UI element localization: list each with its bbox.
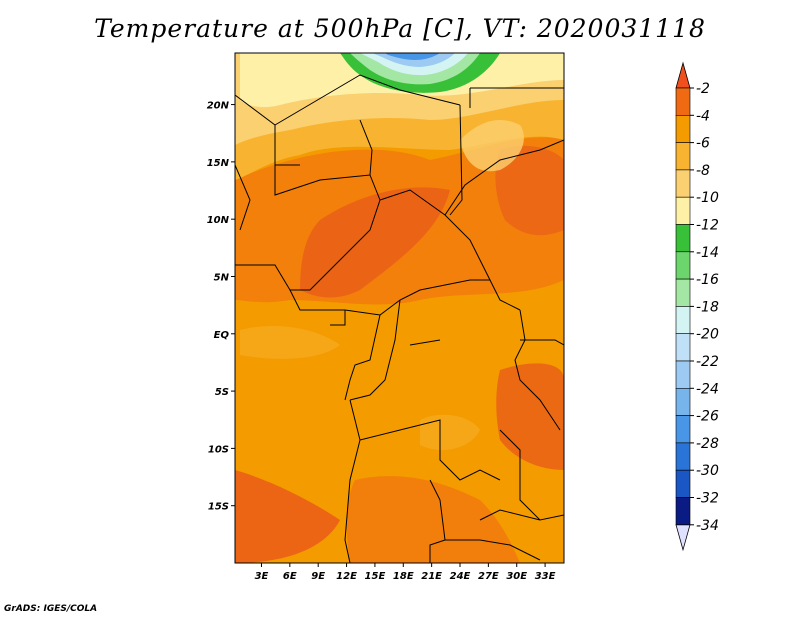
colorbar-swatch bbox=[675, 224, 691, 253]
colorbar: -2 -4 -6 -8 -10 -12 -14 -16 -18 -20 -22 -24 -26 -28 -3… bbox=[675, 61, 719, 552]
band-minus22 bbox=[372, 53, 455, 67]
colorbar-label: -18 bbox=[696, 299, 719, 315]
lat-tick-label: 15S bbox=[208, 502, 229, 513]
colorbar-bottom-arrow bbox=[675, 524, 691, 552]
colorbar-swatch bbox=[675, 306, 691, 334]
lon-tick-label: 21E bbox=[421, 571, 442, 582]
lat-tick-label: 10N bbox=[207, 215, 230, 226]
colorbar-swatch bbox=[675, 115, 691, 143]
lon-tick-label: 18E bbox=[393, 571, 414, 582]
colorbar-swatch bbox=[675, 442, 691, 471]
colorbar-label: -12 bbox=[696, 218, 719, 234]
lon-tick-label: 33E bbox=[535, 571, 556, 582]
colorbar-label: -10 bbox=[696, 190, 719, 206]
patch-equator-w bbox=[240, 325, 340, 359]
colorbar-swatch bbox=[675, 469, 691, 498]
colorbar-swatch bbox=[675, 333, 691, 362]
colorbar-label: -20 bbox=[696, 327, 719, 343]
lon-tick-label: 3E bbox=[255, 571, 269, 582]
map-title: Temperature at 500hPa [C], VT: 202003111… bbox=[94, 14, 706, 43]
lon-tick-label: 9E bbox=[311, 571, 325, 582]
colorbar-label: -4 bbox=[696, 108, 710, 124]
colorbar-swatch bbox=[675, 196, 691, 225]
colorbar-label: -22 bbox=[696, 354, 719, 370]
colorbar-swatch bbox=[675, 251, 691, 280]
warm-core-east bbox=[495, 145, 564, 236]
lat-tick-label: 5S bbox=[215, 387, 229, 398]
band-minus26 bbox=[385, 53, 440, 60]
colorbar-label: -28 bbox=[696, 436, 719, 452]
colorbar-swatch bbox=[675, 415, 691, 444]
longitude-axis: 3E 6E 9E 12E 15E 18E 21E 24E 27E 30E 33E bbox=[255, 563, 556, 582]
colorbar-label: -6 bbox=[696, 136, 710, 152]
colorbar-swatch bbox=[675, 360, 691, 389]
country-borders bbox=[235, 74, 564, 563]
colorbar-label: -30 bbox=[696, 463, 719, 479]
lon-tick-label: 6E bbox=[283, 571, 297, 582]
colorbar-label: -14 bbox=[696, 245, 719, 261]
lon-tick-label: 12E bbox=[336, 571, 357, 582]
lat-tick-label: 15N bbox=[207, 158, 230, 169]
lon-tick-label: 30E bbox=[506, 571, 527, 582]
colorbar-swatch bbox=[675, 142, 691, 171]
colorbar-label: -2 bbox=[696, 81, 710, 97]
patch-south-c bbox=[420, 414, 480, 450]
colorbar-label: -32 bbox=[696, 491, 719, 507]
colorbar-swatch bbox=[675, 387, 691, 416]
lon-tick-label: 15E bbox=[365, 571, 386, 582]
colorbar-label: -34 bbox=[696, 518, 719, 534]
warm-south-west bbox=[235, 470, 340, 563]
lat-tick-label: 20N bbox=[207, 101, 230, 112]
lat-tick-label: EQ bbox=[214, 330, 230, 341]
map-frame bbox=[234, 52, 565, 564]
colorbar-label: -24 bbox=[696, 381, 719, 397]
lon-tick-label: 24E bbox=[450, 571, 471, 582]
colorbar-top-arrow bbox=[675, 61, 691, 89]
latitude-axis: 20N 15N 10N 5N EQ 5S 10S 15S bbox=[207, 101, 235, 513]
warm-south-central bbox=[346, 476, 520, 563]
colorbar-swatch bbox=[675, 278, 691, 307]
colorbar-label: -16 bbox=[696, 272, 719, 288]
lon-tick-label: 27E bbox=[478, 571, 499, 582]
lat-tick-label: 10S bbox=[208, 444, 229, 455]
colorbar-swatch bbox=[675, 169, 691, 198]
lat-tick-label: 5N bbox=[214, 272, 230, 283]
colorbar-swatch bbox=[675, 87, 691, 116]
warm-core-central bbox=[300, 187, 450, 298]
colorbar-label: -26 bbox=[696, 409, 719, 425]
colorbar-label: -8 bbox=[696, 163, 710, 179]
colorbar-swatch bbox=[675, 497, 691, 526]
credit-text: GrADS: IGES/COLA bbox=[4, 604, 98, 614]
